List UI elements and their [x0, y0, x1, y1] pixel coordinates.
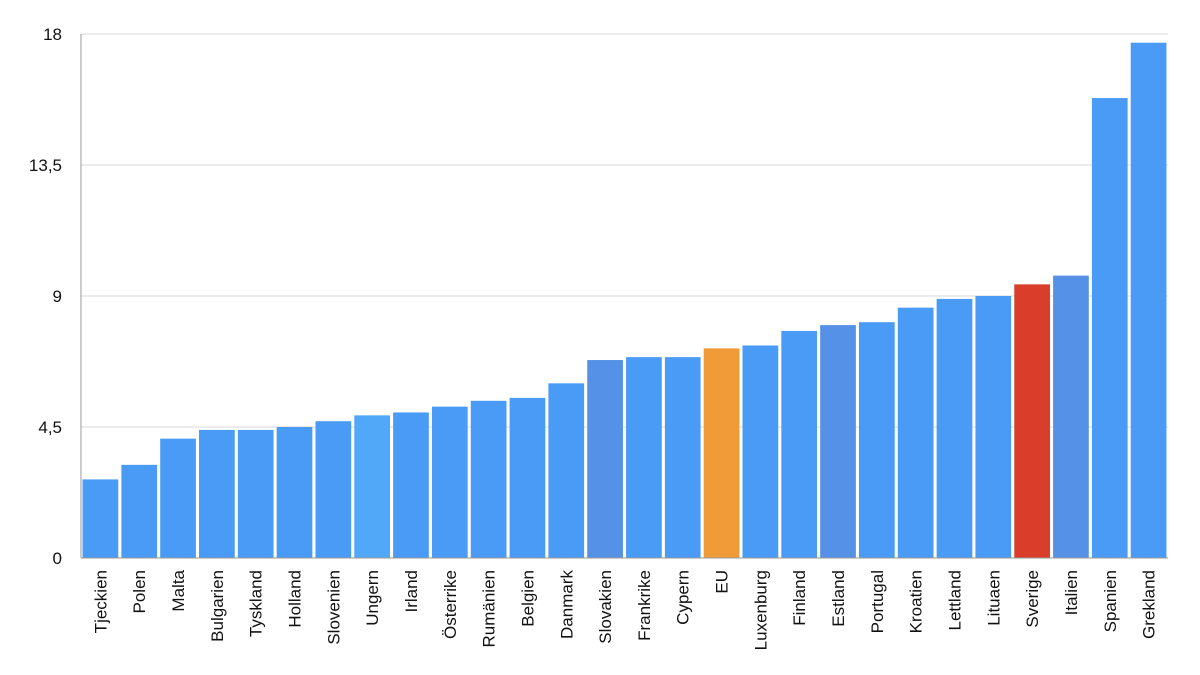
- bar-belgien: [509, 397, 546, 558]
- bar-italien: [1053, 275, 1089, 558]
- x-tick-label: Finland: [790, 570, 809, 626]
- x-axis-labels: Tjeckien Polen Malta Bulgarien Tyskland Holla…: [91, 569, 1158, 650]
- bar-portugal: [858, 322, 895, 558]
- x-tick-label: Rumänien: [480, 570, 499, 648]
- x-tick-label: Cypern: [674, 570, 693, 625]
- x-tick-label: Estland: [829, 570, 848, 627]
- bar-spanien: [1091, 98, 1128, 559]
- x-tick-label: Luxenburg: [751, 570, 770, 650]
- y-tick-label: 18: [43, 25, 62, 44]
- x-tick-label: Lettland: [945, 570, 964, 631]
- x-tick-label: Sverige: [1023, 570, 1042, 628]
- bars: [82, 42, 1167, 559]
- x-tick-label: Bulgarien: [208, 570, 227, 642]
- x-tick-label: Grekland: [1140, 570, 1159, 639]
- bar-österrike: [431, 406, 468, 558]
- x-tick-label: Slovakien: [596, 570, 615, 644]
- bar-tjeckien: [82, 479, 119, 558]
- x-tick-label: Portugal: [868, 570, 887, 633]
- x-tick-label: Ungern: [363, 570, 382, 626]
- bar-irland: [393, 412, 429, 558]
- bar-estland: [820, 325, 856, 558]
- bar-luxenburg: [742, 345, 779, 558]
- bar-danmark: [548, 383, 585, 558]
- x-tick-label: Polen: [130, 570, 149, 613]
- y-tick-label: 13,5: [29, 156, 62, 175]
- x-tick-label: Lituaen: [984, 570, 1003, 626]
- bar-bulgarien: [199, 429, 235, 558]
- x-tick-label: Tjeckien: [91, 570, 110, 633]
- y-tick-label: 4,5: [38, 418, 62, 437]
- bar-rumänien: [470, 400, 507, 558]
- bar-cypern: [664, 357, 701, 558]
- bar-lettland: [936, 298, 973, 558]
- x-tick-label: Slovenien: [324, 570, 343, 645]
- y-tick-label: 9: [53, 287, 62, 306]
- x-tick-label: Holland: [286, 570, 305, 628]
- x-tick-label: Frankrike: [635, 570, 654, 641]
- x-tick-label: Malta: [169, 569, 188, 611]
- bar-eu: [703, 348, 740, 558]
- bar-malta: [160, 438, 196, 558]
- bar-lituaen: [975, 296, 1012, 558]
- y-tick-label: 0: [53, 549, 62, 568]
- x-tick-label: Irland: [402, 570, 421, 613]
- bar-polen: [121, 464, 158, 558]
- bar-slovenien: [315, 421, 352, 558]
- x-tick-label: Kroatien: [907, 570, 926, 633]
- x-tick-label: Belgien: [518, 570, 537, 627]
- x-tick-label: Österrike: [441, 570, 460, 639]
- x-tick-label: Italien: [1062, 570, 1081, 615]
- x-tick-label: EU: [713, 570, 732, 594]
- x-tick-label: Tyskland: [247, 570, 266, 637]
- bar-ungern: [354, 415, 391, 558]
- bar-kroatien: [897, 307, 934, 558]
- x-tick-label: Spanien: [1101, 570, 1120, 632]
- bar-frankrike: [626, 357, 662, 558]
- y-axis-ticks: 0 4,5 9 13,5 18: [29, 25, 62, 568]
- bar-tyskland: [237, 429, 274, 558]
- bar-grekland: [1130, 42, 1167, 558]
- bar-finland: [781, 330, 818, 558]
- bar-slovakien: [587, 360, 623, 558]
- bar-sverige: [1014, 284, 1050, 558]
- x-tick-label: Danmark: [557, 570, 576, 639]
- bar-holland: [276, 427, 313, 558]
